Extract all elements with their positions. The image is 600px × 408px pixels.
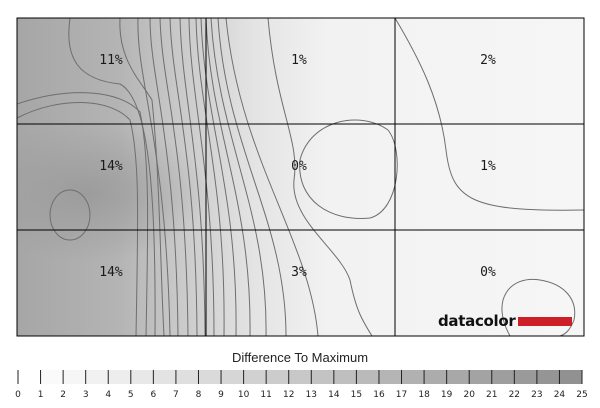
cell-label-r0c0: 11%: [99, 53, 123, 68]
scale-tick-label: 11: [260, 390, 271, 400]
scale-tick-label: 12: [283, 390, 294, 400]
cell-label-r1c1: 0%: [291, 159, 307, 174]
scale-tick-label: 2: [60, 390, 66, 400]
scale-tick-label: 20: [463, 390, 475, 400]
datacolor-logo: datacolor: [438, 312, 572, 330]
scale-segment: [424, 370, 448, 384]
scale-tick-label: 6: [150, 390, 156, 400]
scale-tick-label: 13: [306, 390, 317, 400]
scale-segment: [63, 370, 87, 384]
cell-label-r2c0: 14%: [99, 265, 123, 280]
scale-tick-label: 4: [105, 390, 111, 400]
scale-segment: [378, 370, 403, 384]
scale-tick-label: 23: [531, 390, 542, 400]
scale-tick-label: 3: [83, 390, 89, 400]
cell-label-r1c0: 14%: [99, 159, 123, 174]
cell-label-r0c1: 1%: [291, 53, 307, 68]
scale-segment: [18, 370, 42, 384]
scale-segment: [311, 370, 335, 384]
cell-labels: 11% 1% 2% 14% 0% 1% 14% 3% 0%: [99, 53, 496, 280]
datacolor-logo-text: datacolor: [438, 312, 516, 330]
scale-segment: [40, 370, 64, 384]
scale-segment: [243, 370, 267, 384]
scale-segment: [491, 370, 515, 384]
scale-segment: [559, 370, 583, 384]
scale-segment: [175, 370, 199, 384]
scale-tick-label: 9: [218, 390, 224, 400]
scale-tick-label: 17: [396, 390, 407, 400]
scale-tick-label: 14: [328, 390, 340, 400]
cell-label-r1c2: 1%: [480, 159, 496, 174]
scale-tick-label: 15: [351, 390, 362, 400]
scale-title: Difference To Maximum: [232, 350, 368, 365]
scale-tick-label: 22: [509, 390, 520, 400]
scale-tick-label: 19: [441, 390, 453, 400]
scale-segment: [198, 370, 222, 384]
scale-segment: [288, 370, 312, 384]
scale-segment: [266, 370, 290, 384]
scale-segment: [85, 370, 109, 384]
scale-tick-label: 10: [238, 390, 250, 400]
cell-label-r2c1: 3%: [291, 265, 307, 280]
cell-label-r0c2: 2%: [480, 53, 496, 68]
scale-segment: [514, 370, 538, 384]
scale-segment: [153, 370, 177, 384]
scale-tick-label: 21: [486, 390, 497, 400]
scale-bar: 0 1 2 3 4 5 6 7 8 9 10 11 12 13 14 15 16 17 18 19 20 21 22 23 24…: [15, 370, 588, 400]
scale-tick-label: 25: [576, 390, 587, 400]
scale-segment: [469, 370, 493, 384]
scale-segment: [221, 370, 245, 384]
scale-segment: [446, 370, 470, 384]
scale-tick-label: 1: [38, 390, 44, 400]
scale-segment: [401, 370, 425, 384]
scale-segment: [108, 370, 132, 384]
cell-label-r2c2: 0%: [480, 265, 496, 280]
scale-segment: [130, 370, 154, 384]
scale-tick-label: 8: [196, 390, 202, 400]
scale-segment: [333, 370, 357, 384]
scale-tick-label: 0: [15, 390, 21, 400]
scale-tick-label: 24: [554, 390, 566, 400]
scale-tick-label: 7: [173, 390, 179, 400]
scale-segment: [536, 370, 560, 384]
scale-tick-label: 16: [373, 390, 385, 400]
scale-segment: [356, 370, 380, 384]
grid-lines: [16, 17, 585, 337]
scale-tick-label: 5: [128, 390, 134, 400]
datacolor-logo-bar: [518, 317, 572, 326]
scale-tick-label: 18: [418, 390, 430, 400]
